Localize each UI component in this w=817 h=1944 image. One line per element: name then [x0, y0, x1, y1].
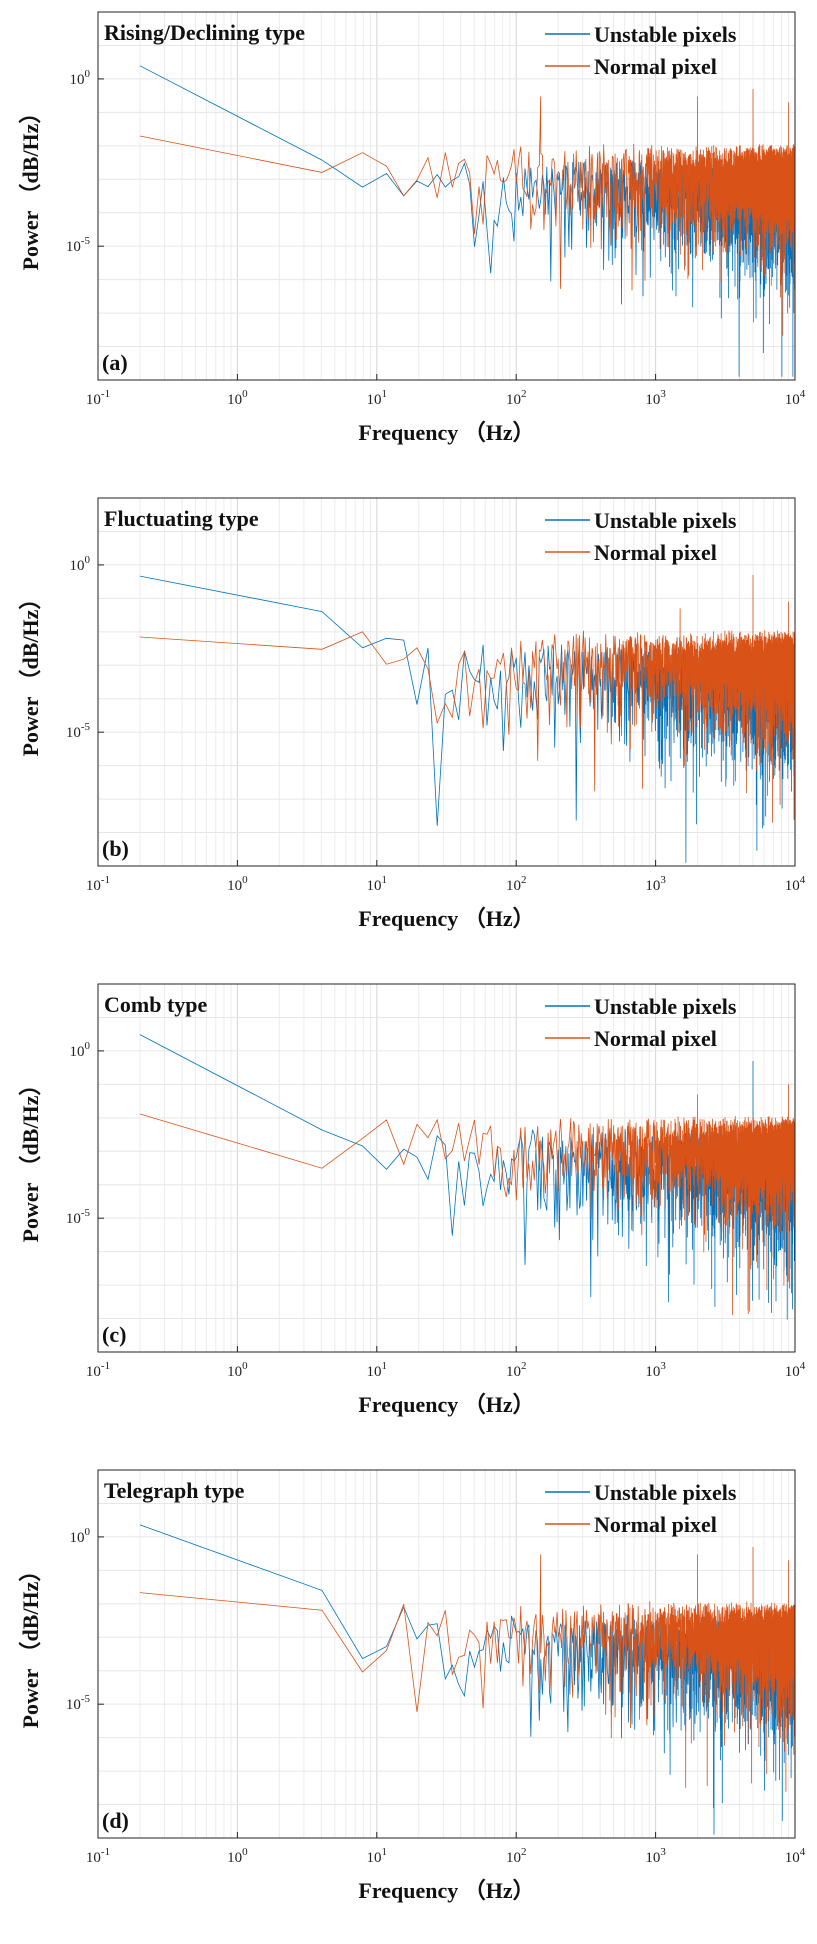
y-tick-label: 100 [70, 68, 91, 88]
x-tick-label: 100 [227, 388, 248, 408]
series-line-normal [139, 88, 796, 336]
grid [97, 1469, 796, 1839]
legend-label: Unstable pixels [594, 508, 737, 533]
x-tick-label: 104 [785, 1360, 806, 1380]
x-axis-label: Frequency （Hz） [358, 906, 534, 931]
axes-box [97, 11, 796, 381]
legend-label: Normal pixel [594, 1512, 717, 1537]
chart-title: Fluctuating type [104, 506, 259, 531]
x-tick-label: 104 [785, 874, 806, 894]
x-tick-label: 10-1 [86, 388, 110, 408]
x-tick-label: 10-1 [86, 874, 110, 894]
y-tick-label: 10-5 [66, 1207, 91, 1227]
x-tick-label: 101 [367, 388, 388, 408]
y-tick-label: 10-5 [66, 1693, 91, 1713]
panel-tag: (c) [102, 1322, 126, 1347]
x-tick-label: 103 [645, 1360, 666, 1380]
chart-title: Comb type [104, 992, 208, 1017]
series-line-normal [139, 574, 796, 823]
axes-box [97, 1469, 796, 1839]
legend: Unstable pixels Normal pixel [545, 1480, 737, 1537]
panel-tag: (a) [102, 350, 128, 375]
x-tick-label: 103 [645, 1846, 666, 1866]
grid [97, 983, 796, 1353]
chart-panel-3: 10-1 100 101 102 103 104 100 10-5 Comb type (c) Un… [18, 983, 806, 1417]
x-tick-label: 101 [367, 1360, 388, 1380]
chart-title: Telegraph type [104, 1478, 245, 1503]
chart-panel-2: 10-1 100 101 102 103 104 100 10-5 Fluctuating ty… [18, 497, 806, 931]
x-tick-label: 102 [506, 1360, 527, 1380]
chart-panel-4: 10-1 100 101 102 103 104 100 10-5 Telegraph type… [18, 1469, 806, 1903]
x-tick-label: 10-1 [86, 1360, 110, 1380]
y-axis-label: Power （dB/Hz） [18, 1560, 43, 1729]
y-tick-label: 100 [70, 1526, 91, 1546]
legend-label: Normal pixel [594, 54, 717, 79]
x-tick-label: 101 [367, 1846, 388, 1866]
y-tick-label: 100 [70, 554, 91, 574]
legend-label: Normal pixel [594, 1026, 717, 1051]
x-tick-label: 104 [785, 388, 806, 408]
y-axis-label: Power （dB/Hz） [18, 102, 43, 271]
panel-tag: (d) [102, 1808, 129, 1833]
legend-label: Normal pixel [594, 540, 717, 565]
x-axis-label: Frequency （Hz） [358, 1392, 534, 1417]
x-tick-label: 104 [785, 1846, 806, 1866]
y-axis-label: Power （dB/Hz） [18, 1074, 43, 1243]
x-tick-label: 103 [645, 388, 666, 408]
y-tick-label: 10-5 [66, 235, 91, 255]
x-tick-label: 100 [227, 1360, 248, 1380]
x-axis-label: Frequency （Hz） [358, 420, 534, 445]
x-tick-label: 100 [227, 874, 248, 894]
legend: Unstable pixels Normal pixel [545, 994, 737, 1051]
x-tick-label: 100 [227, 1846, 248, 1866]
x-tick-label: 102 [506, 388, 527, 408]
legend-label: Unstable pixels [594, 994, 737, 1019]
axes-box [97, 983, 796, 1353]
y-axis-label: Power （dB/Hz） [18, 588, 43, 757]
legend-label: Unstable pixels [594, 22, 737, 47]
chart-panel-1: 10-1 100 101 102 103 104 100 10-5 Rising/Declini… [18, 11, 806, 445]
chart-title: Rising/Declining type [104, 20, 305, 45]
legend: Unstable pixels Normal pixel [545, 508, 737, 565]
x-tick-label: 101 [367, 874, 388, 894]
x-tick-label: 103 [645, 874, 666, 894]
x-tick-label: 10-1 [86, 1846, 110, 1866]
panel-tag: (b) [102, 836, 129, 861]
series-line-normal [139, 1546, 796, 1792]
series-line-normal [139, 1084, 796, 1316]
y-tick-label: 10-5 [66, 721, 91, 741]
x-tick-label: 102 [506, 1846, 527, 1866]
y-tick-label: 100 [70, 1040, 91, 1060]
legend-label: Unstable pixels [594, 1480, 737, 1505]
x-axis-label: Frequency （Hz） [358, 1878, 534, 1903]
axes-box [97, 497, 796, 867]
legend: Unstable pixels Normal pixel [545, 22, 737, 79]
x-tick-label: 102 [506, 874, 527, 894]
